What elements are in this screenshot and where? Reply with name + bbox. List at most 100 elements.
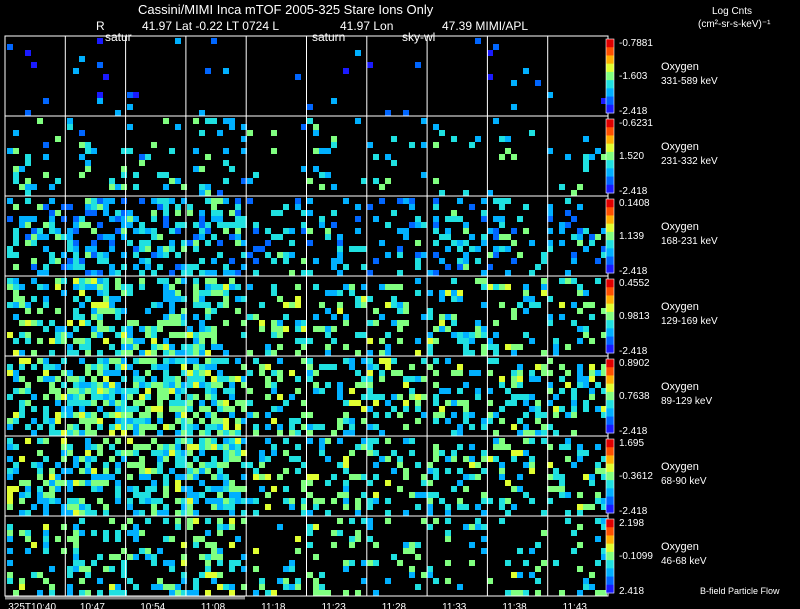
spectrogram-pixel	[283, 450, 289, 456]
spectrogram-pixel	[403, 228, 409, 234]
spectrogram-pixel	[67, 370, 73, 376]
spectrogram-pixel	[169, 240, 175, 246]
spectrogram-pixel	[133, 418, 139, 424]
spectrogram-pixel	[415, 278, 421, 284]
spectrogram-pixel	[115, 270, 121, 276]
spectrogram-pixel	[391, 370, 397, 376]
spectrogram-pixel	[127, 518, 133, 524]
spectrogram-pixel	[121, 548, 127, 554]
spectrogram-pixel	[313, 314, 319, 320]
spectrogram-pixel	[175, 124, 181, 130]
spectrogram-pixel	[511, 240, 517, 246]
spectrogram-pixel	[547, 486, 553, 492]
spectrogram-pixel	[85, 510, 91, 516]
spectrogram-pixel	[109, 184, 115, 190]
spectrogram-pixel	[253, 566, 259, 572]
spectrogram-pixel	[145, 350, 151, 356]
colorbar-segment	[606, 560, 614, 569]
spectrogram-pixel	[91, 444, 97, 450]
spectrogram-pixel	[115, 450, 121, 456]
spectrogram-pixel	[139, 270, 145, 276]
spectrogram-pixel	[397, 308, 403, 314]
spectrogram-pixel	[397, 456, 403, 462]
spectrogram-pixel	[19, 350, 25, 356]
spectrogram-pixel	[337, 418, 343, 424]
spectrogram-pixel	[67, 400, 73, 406]
spectrogram-pixel	[13, 418, 19, 424]
spectrogram-pixel	[475, 394, 481, 400]
spectrogram-pixel	[181, 560, 187, 566]
spectrogram-pixel	[43, 370, 49, 376]
spectrogram-pixel	[31, 542, 37, 548]
spectrogram-pixel	[37, 270, 43, 276]
spectrogram-pixel	[169, 566, 175, 572]
spectrogram-pixel	[13, 252, 19, 258]
spectrogram-pixel	[85, 278, 91, 284]
spectrogram-pixel	[13, 278, 19, 284]
spectrogram-pixel	[205, 444, 211, 450]
spectrogram-pixel	[487, 456, 493, 462]
spectrogram-pixel	[235, 438, 241, 444]
spectrogram-pixel	[445, 578, 451, 584]
spectrogram-pixel	[217, 302, 223, 308]
spectrogram-pixel	[37, 498, 43, 504]
spectrogram-pixel	[415, 554, 421, 560]
spectrogram-pixel	[481, 450, 487, 456]
spectrogram-pixel	[391, 468, 397, 474]
colorbar-mid-label: 0.7638	[619, 391, 650, 402]
spectrogram-pixel	[181, 438, 187, 444]
spectrogram-pixel	[439, 234, 445, 240]
spectrogram-pixel	[283, 584, 289, 590]
spectrogram-pixel	[547, 388, 553, 394]
spectrogram-pixel	[589, 504, 595, 510]
spectrogram-pixel	[301, 498, 307, 504]
spectrogram-pixel	[505, 284, 511, 290]
spectrogram-pixel	[133, 382, 139, 388]
spectrogram-pixel	[223, 358, 229, 364]
energy-label: 231-332 keV	[661, 156, 718, 167]
spectrogram-pixel	[73, 284, 79, 290]
spectrogram-pixel	[163, 504, 169, 510]
spectrogram-pixel	[163, 320, 169, 326]
colorbar-segment	[606, 527, 614, 536]
spectrogram-pixel	[307, 430, 313, 436]
spectrogram-pixel	[25, 198, 31, 204]
spectrogram-pixel	[523, 492, 529, 498]
spectrogram-pixel	[223, 584, 229, 590]
spectrogram-pixel	[169, 308, 175, 314]
spectrogram-pixel	[157, 264, 163, 270]
spectrogram-pixel	[277, 234, 283, 240]
spectrogram-pixel	[199, 430, 205, 436]
spectrogram-pixel	[217, 216, 223, 222]
spectrogram-pixel	[163, 450, 169, 456]
spectrogram-pixel	[43, 394, 49, 400]
spectrogram-pixel	[103, 278, 109, 284]
spectrogram-pixel	[61, 278, 67, 284]
spectrogram-pixel	[37, 450, 43, 456]
spectrogram-pixel	[535, 418, 541, 424]
spectrogram-pixel	[25, 308, 31, 314]
spectrogram-pixel	[217, 400, 223, 406]
spectrogram-pixel	[331, 530, 337, 536]
spectrogram-pixel	[79, 566, 85, 572]
spectrogram-pixel	[457, 584, 463, 590]
spectrogram-pixel	[37, 308, 43, 314]
spectrogram-pixel	[85, 296, 91, 302]
spectrogram-pixel	[121, 290, 127, 296]
spectrogram-pixel	[127, 92, 133, 98]
spectrogram-pixel	[181, 320, 187, 326]
colorbar-segment	[606, 207, 614, 216]
spectrogram-pixel	[229, 504, 235, 510]
spectrogram-pixel	[433, 518, 439, 524]
spectrogram-pixel	[115, 554, 121, 560]
spectrogram-pixel	[13, 338, 19, 344]
spectrogram-pixel	[259, 578, 265, 584]
spectrogram-pixel	[601, 590, 607, 596]
spectrogram-pixel	[127, 418, 133, 424]
spectrogram-pixel	[157, 326, 163, 332]
spectrogram-pixel	[157, 364, 163, 370]
spectrogram-pixel	[169, 284, 175, 290]
colorbar-mid-label: 1.139	[619, 231, 644, 242]
spectrogram-pixel	[343, 486, 349, 492]
spectrogram-pixel	[211, 444, 217, 450]
